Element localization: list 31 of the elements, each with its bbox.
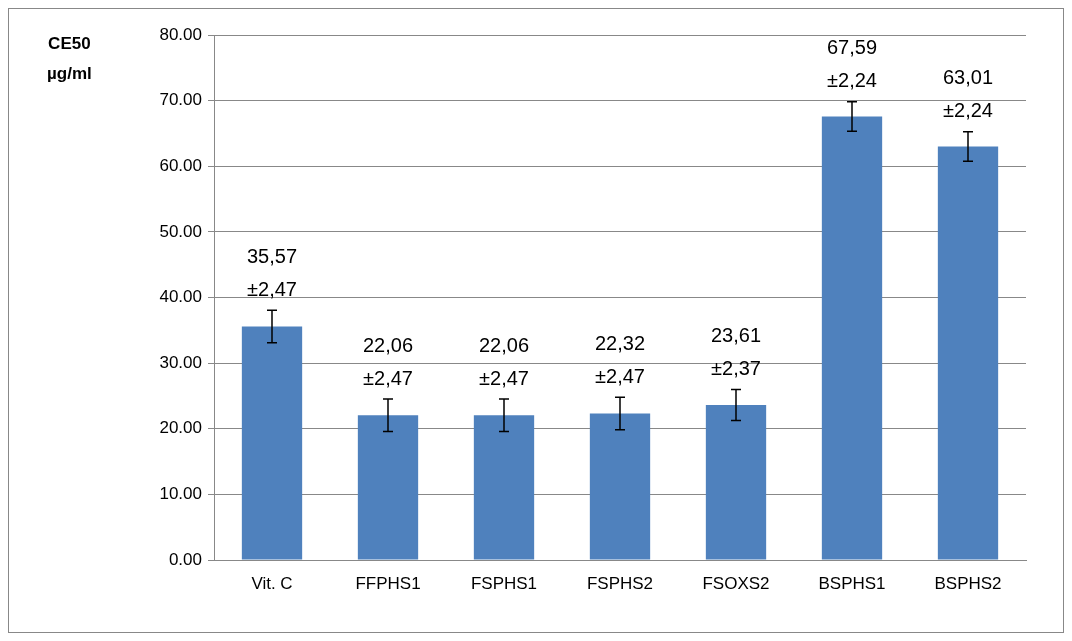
y-tick-label: 70.00 bbox=[159, 90, 202, 110]
bar bbox=[357, 415, 419, 560]
y-tick-label: 0.00 bbox=[168, 549, 202, 569]
data-label: 63,01 ±2,24 bbox=[942, 66, 994, 122]
x-tick-label: BSPHS2 bbox=[934, 573, 1002, 593]
data-label: 22,32 ±2,47 bbox=[594, 331, 646, 387]
x-tick-label: Vit. C bbox=[251, 573, 293, 593]
bar bbox=[937, 146, 999, 560]
y-tick-label: 30.00 bbox=[159, 352, 202, 372]
data-label: 23,61 ±2,37 bbox=[710, 324, 762, 380]
bar bbox=[705, 405, 767, 560]
bar bbox=[473, 415, 535, 560]
y-tick-label: 40.00 bbox=[159, 287, 202, 307]
x-tick-label: FSOXS2 bbox=[702, 573, 770, 593]
y-tick-label: 60.00 bbox=[159, 155, 202, 175]
y-axis-title: CE50 µg/ml bbox=[47, 33, 92, 85]
data-label: 35,57 ±2,47 bbox=[246, 244, 298, 300]
x-tick-label: BSPHS1 bbox=[818, 573, 886, 593]
y-tick-label: 20.00 bbox=[159, 418, 202, 438]
data-label: 22,06 ±2,47 bbox=[362, 333, 414, 389]
y-tick-label: 50.00 bbox=[159, 221, 202, 241]
y-tick-label: 10.00 bbox=[159, 484, 202, 504]
x-tick-label: FSPHS1 bbox=[470, 573, 538, 593]
data-label: 22,06 ±2,47 bbox=[478, 333, 530, 389]
data-label: 67,59 ±2,24 bbox=[826, 36, 878, 92]
x-tick-label: FSPHS2 bbox=[586, 573, 654, 593]
bar bbox=[241, 326, 303, 560]
x-tick-label: FFPHS1 bbox=[355, 573, 421, 593]
bar bbox=[589, 413, 651, 560]
y-tick-label: 80.00 bbox=[159, 24, 202, 44]
bar bbox=[821, 116, 883, 560]
